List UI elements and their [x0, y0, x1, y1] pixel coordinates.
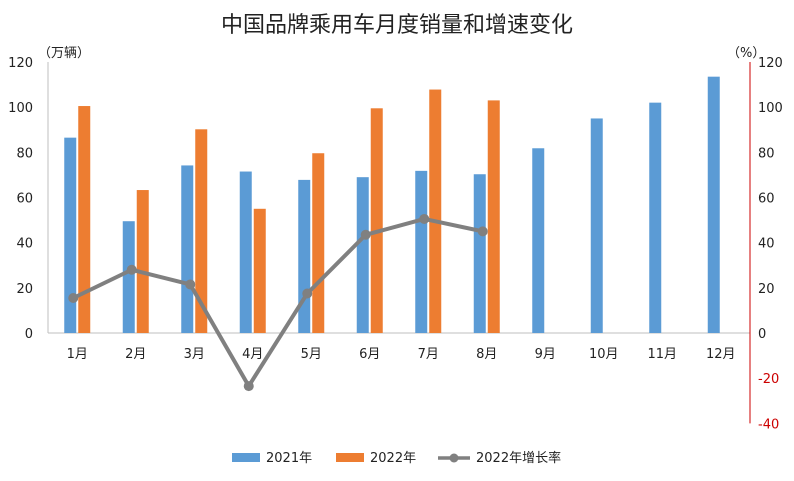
- bar-2021-12: [707, 76, 720, 333]
- bar-2021-8: [473, 174, 486, 333]
- axes: [47, 62, 751, 424]
- x-tick-label: 2月: [125, 347, 146, 362]
- x-tick-label: 3月: [184, 347, 205, 362]
- right-y-tick-label: 40: [758, 237, 775, 252]
- bar-2022-3: [195, 129, 208, 333]
- right-y-tick-label: 60: [758, 192, 775, 207]
- x-tick-label: 7月: [418, 347, 439, 362]
- right-y-tick-label: -40: [758, 417, 779, 432]
- x-tick-label: 10月: [589, 347, 619, 362]
- legend-marker-growth: [449, 453, 459, 463]
- growth-point-4: [243, 381, 254, 392]
- x-tick-label: 4月: [242, 347, 263, 362]
- left-y-tick-label: 0: [25, 327, 33, 342]
- x-tick-label: 1月: [67, 347, 88, 362]
- legend-label-growth: 2022年增长率: [476, 450, 561, 466]
- bar-2021-11: [649, 102, 662, 334]
- left-y-tick-label: 60: [16, 192, 33, 207]
- x-tick-label: 9月: [535, 347, 556, 362]
- left-y-tick-label: 20: [16, 282, 33, 297]
- growth-point-3: [185, 279, 196, 290]
- legend-swatch-2021: [232, 453, 260, 462]
- bar-2021-7: [415, 170, 428, 333]
- bar-2022-8: [487, 100, 500, 334]
- x-tick-label: 11月: [647, 347, 677, 362]
- legend-label-2021: 2021年: [266, 451, 312, 466]
- bar-2021-10: [590, 118, 603, 333]
- y-axis-labels: 0 20 40 60 80 100 120 -40 -20 0 20 40 60 80 100 120: [8, 56, 783, 432]
- right-y-tick-label: 20: [758, 282, 775, 297]
- x-tick-label: 12月: [706, 347, 736, 362]
- legend-swatch-2022: [336, 453, 364, 462]
- bar-2021-2: [122, 221, 135, 333]
- growth-point-2: [126, 264, 137, 275]
- growth-point-8: [477, 226, 488, 237]
- bars-group: [64, 76, 720, 334]
- bar-2021-3: [181, 165, 194, 333]
- bar-2021-4: [239, 171, 252, 333]
- legend-label-2022: 2022年: [370, 451, 416, 466]
- left-y-tick-label: 100: [8, 101, 33, 116]
- bar-2021-5: [298, 179, 311, 333]
- growth-point-5: [302, 288, 313, 299]
- growth-point-1: [68, 292, 79, 303]
- left-y-tick-label: 80: [16, 146, 33, 161]
- bar-2021-6: [356, 177, 369, 333]
- bar-2022-2: [136, 190, 149, 333]
- left-y-tick-label: 120: [8, 56, 33, 71]
- left-y-tick-label: 40: [16, 237, 33, 252]
- legend: 2021年 2022年 2022年增长率: [232, 450, 561, 466]
- bar-2022-7: [429, 89, 442, 333]
- right-axis-unit: （%）: [727, 46, 765, 61]
- growth-point-7: [419, 213, 430, 224]
- left-axis-unit: （万辆）: [38, 46, 90, 61]
- right-y-tick-label: 0: [758, 327, 766, 342]
- right-y-tick-label: 120: [758, 56, 783, 71]
- chart-title: 中国品牌乘用车月度销量和增速变化: [221, 13, 573, 38]
- bar-2021-9: [532, 148, 545, 333]
- growth-line: [72, 216, 484, 389]
- x-tick-label: 8月: [476, 347, 497, 362]
- right-y-tick-label: 100: [758, 101, 783, 116]
- bar-2022-1: [78, 106, 91, 333]
- bar-2022-4: [253, 208, 266, 333]
- x-tick-label: 5月: [301, 347, 322, 362]
- bar-2021-1: [64, 137, 77, 333]
- bar-2022-5: [312, 153, 325, 333]
- x-tick-label: 6月: [359, 347, 380, 362]
- right-y-tick-label: 80: [758, 146, 775, 161]
- right-y-tick-label: -20: [758, 372, 779, 387]
- growth-line-group: [68, 213, 488, 392]
- x-axis-labels: 1月 2月 3月 4月 5月 6月 7月 8月 9月 10月 11月 12月: [67, 347, 736, 362]
- growth-point-6: [360, 229, 371, 240]
- bar-2022-6: [370, 108, 383, 333]
